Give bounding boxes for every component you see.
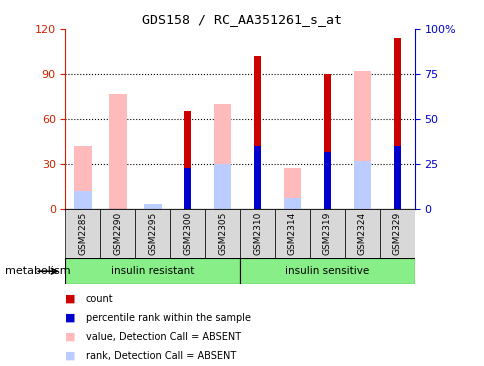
Bar	[205, 209, 240, 258]
Bar	[274, 209, 309, 258]
Text: GSM2329: GSM2329	[392, 212, 401, 255]
Bar	[240, 258, 414, 284]
Bar	[323, 152, 330, 209]
Bar	[283, 198, 301, 209]
Bar	[344, 209, 379, 258]
Bar	[240, 209, 274, 258]
Text: value, Detection Call = ABSENT: value, Detection Call = ABSENT	[86, 332, 241, 342]
Bar	[323, 74, 330, 209]
Text: GSM2300: GSM2300	[183, 212, 192, 255]
Bar	[379, 209, 414, 258]
Text: GSM2319: GSM2319	[322, 212, 331, 255]
Bar	[74, 146, 91, 209]
Bar	[393, 38, 400, 209]
Text: ■: ■	[65, 313, 76, 323]
Text: GSM2305: GSM2305	[218, 212, 227, 255]
Text: GSM2295: GSM2295	[148, 212, 157, 255]
Text: insulin resistant: insulin resistant	[111, 266, 194, 276]
Text: percentile rank within the sample: percentile rank within the sample	[86, 313, 250, 323]
Bar	[283, 168, 301, 209]
Bar	[144, 204, 161, 209]
Text: count: count	[86, 294, 113, 304]
Bar	[65, 258, 240, 284]
Bar	[309, 209, 344, 258]
Text: rank, Detection Call = ABSENT: rank, Detection Call = ABSENT	[86, 351, 236, 361]
Bar	[353, 71, 370, 209]
Bar	[65, 209, 100, 258]
Text: ■: ■	[65, 351, 76, 361]
Text: GDS158 / RC_AA351261_s_at: GDS158 / RC_AA351261_s_at	[142, 13, 342, 26]
Bar	[135, 209, 170, 258]
Bar	[393, 146, 400, 209]
Text: GSM2290: GSM2290	[113, 212, 122, 255]
Bar	[74, 191, 91, 209]
Text: metabolism: metabolism	[5, 266, 70, 276]
Bar	[170, 209, 205, 258]
Text: insulin sensitive: insulin sensitive	[285, 266, 369, 276]
Bar	[213, 164, 231, 209]
Text: GSM2310: GSM2310	[253, 212, 261, 255]
Text: GSM2285: GSM2285	[78, 212, 87, 255]
Bar	[213, 104, 231, 209]
Bar	[353, 161, 370, 209]
Bar	[254, 56, 260, 209]
Bar	[109, 94, 126, 209]
Text: GSM2314: GSM2314	[287, 212, 296, 255]
Bar	[100, 209, 135, 258]
Bar	[184, 112, 191, 209]
Bar	[184, 168, 191, 209]
Text: ■: ■	[65, 332, 76, 342]
Bar	[254, 146, 260, 209]
Text: ■: ■	[65, 294, 76, 304]
Text: GSM2324: GSM2324	[357, 212, 366, 255]
